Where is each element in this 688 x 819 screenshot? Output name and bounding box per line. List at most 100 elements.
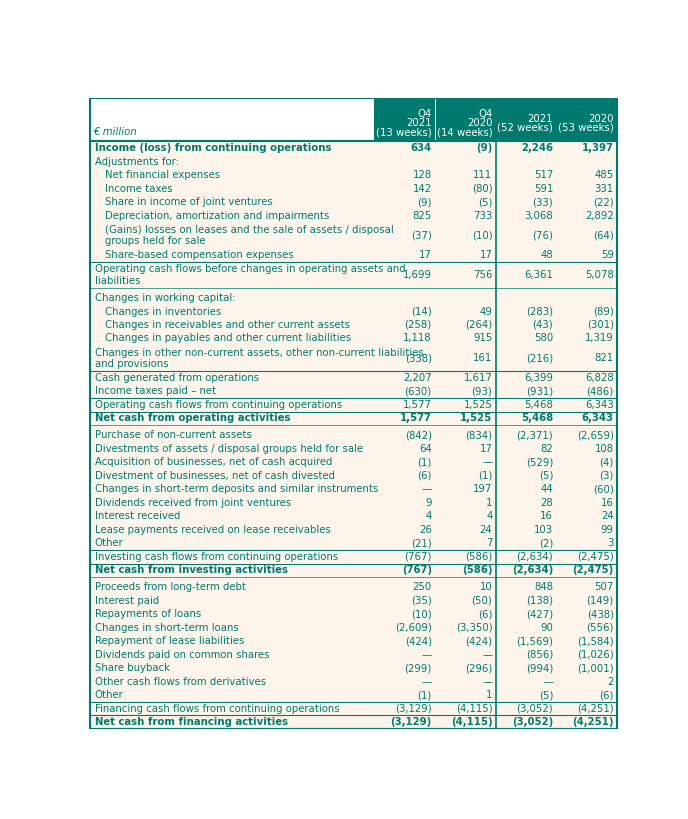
Text: (4,251): (4,251) [572, 717, 614, 727]
Text: and provisions: and provisions [94, 359, 168, 369]
Text: (1,026): (1,026) [577, 649, 614, 660]
Text: 90: 90 [540, 622, 553, 633]
Text: Changes in short-term deposits and similar instruments: Changes in short-term deposits and simil… [94, 484, 378, 495]
Text: (13 weeks): (13 weeks) [376, 128, 432, 138]
Text: (767): (767) [405, 552, 432, 562]
Text: (856): (856) [526, 649, 553, 660]
Text: (486): (486) [587, 387, 614, 396]
Text: (14): (14) [411, 306, 432, 316]
Text: Changes in payables and other current liabilities: Changes in payables and other current li… [105, 333, 352, 343]
Text: 2,892: 2,892 [585, 210, 614, 220]
Text: 915: 915 [473, 333, 493, 343]
Text: 5,468: 5,468 [524, 400, 553, 410]
Text: (3,350): (3,350) [455, 622, 493, 633]
Text: Changes in receivables and other current assets: Changes in receivables and other current… [105, 320, 350, 330]
Text: (5): (5) [539, 471, 553, 481]
Text: 64: 64 [419, 444, 432, 454]
Text: 1,699: 1,699 [403, 269, 432, 280]
Text: 82: 82 [540, 444, 553, 454]
Text: (834): (834) [465, 431, 493, 441]
Text: 2021: 2021 [528, 114, 553, 124]
Text: (10): (10) [411, 609, 432, 619]
Text: 17: 17 [480, 250, 493, 260]
Text: 2,246: 2,246 [521, 143, 553, 153]
Text: (586): (586) [462, 565, 493, 575]
Text: —: — [422, 649, 432, 660]
Text: (1,569): (1,569) [516, 636, 553, 646]
Text: Net cash from investing activities: Net cash from investing activities [94, 565, 288, 575]
Text: 1,577: 1,577 [400, 414, 432, 423]
Text: (630): (630) [405, 387, 432, 396]
Text: 197: 197 [473, 484, 493, 495]
Text: Divestment of businesses, net of cash divested: Divestment of businesses, net of cash di… [94, 471, 334, 481]
Text: (216): (216) [526, 353, 553, 363]
Text: (438): (438) [587, 609, 614, 619]
Text: 3,068: 3,068 [524, 210, 553, 220]
Text: 821: 821 [594, 353, 614, 363]
Text: 756: 756 [473, 269, 493, 280]
Text: (33): (33) [533, 197, 553, 207]
Text: 1,319: 1,319 [585, 333, 614, 343]
Text: 5,468: 5,468 [521, 414, 553, 423]
Text: (767): (767) [402, 565, 432, 575]
Text: Net cash from financing activities: Net cash from financing activities [94, 717, 288, 727]
Text: (3,129): (3,129) [391, 717, 432, 727]
Text: (89): (89) [593, 306, 614, 316]
Text: Share-based compensation expenses: Share-based compensation expenses [105, 250, 294, 260]
Text: 1,617: 1,617 [464, 373, 493, 383]
Text: Lease payments received on lease receivables: Lease payments received on lease receiva… [94, 525, 330, 535]
Text: 7: 7 [486, 538, 493, 548]
Text: —: — [543, 676, 553, 686]
Text: Share buyback: Share buyback [94, 663, 169, 673]
Text: 9: 9 [425, 498, 432, 508]
Text: Financing cash flows from continuing operations: Financing cash flows from continuing ope… [94, 704, 339, 713]
Text: Income taxes paid – net: Income taxes paid – net [94, 387, 215, 396]
Text: 24: 24 [480, 525, 493, 535]
Text: Changes in other non-current assets, other non-current liabilities: Changes in other non-current assets, oth… [94, 347, 423, 358]
Text: (3,052): (3,052) [517, 704, 553, 713]
Text: 103: 103 [534, 525, 553, 535]
Text: (296): (296) [465, 663, 493, 673]
Text: 111: 111 [473, 170, 493, 180]
Text: (529): (529) [526, 457, 553, 468]
Text: 28: 28 [540, 498, 553, 508]
Text: (149): (149) [587, 595, 614, 606]
Bar [374, 98, 617, 142]
Text: (338): (338) [405, 353, 432, 363]
Text: 3: 3 [608, 538, 614, 548]
Text: (301): (301) [587, 320, 614, 330]
Text: 1,118: 1,118 [403, 333, 432, 343]
Text: (76): (76) [532, 230, 553, 240]
Text: 848: 848 [534, 582, 553, 592]
Text: —: — [482, 676, 493, 686]
Text: Repayment of lease liabilities: Repayment of lease liabilities [94, 636, 244, 646]
Text: 99: 99 [601, 525, 614, 535]
Text: Proceeds from long-term debt: Proceeds from long-term debt [94, 582, 246, 592]
Text: 517: 517 [534, 170, 553, 180]
Text: 591: 591 [534, 183, 553, 193]
Text: (4,251): (4,251) [577, 704, 614, 713]
Text: Purchase of non-current assets: Purchase of non-current assets [94, 431, 251, 441]
Text: (9): (9) [476, 143, 493, 153]
Text: Net cash from operating activities: Net cash from operating activities [94, 414, 290, 423]
Text: Dividends paid on common shares: Dividends paid on common shares [94, 649, 269, 660]
Text: (43): (43) [533, 320, 553, 330]
Text: 142: 142 [413, 183, 432, 193]
Text: (3): (3) [599, 471, 614, 481]
Text: 580: 580 [534, 333, 553, 343]
Text: (21): (21) [411, 538, 432, 548]
Text: (842): (842) [405, 431, 432, 441]
Text: (931): (931) [526, 387, 553, 396]
Text: (35): (35) [411, 595, 432, 606]
Text: 331: 331 [594, 183, 614, 193]
Text: Changes in working capital:: Changes in working capital: [94, 293, 235, 303]
Text: liabilities: liabilities [94, 275, 140, 286]
Text: (1): (1) [418, 457, 432, 468]
Text: 128: 128 [413, 170, 432, 180]
Text: —: — [422, 676, 432, 686]
Text: 250: 250 [413, 582, 432, 592]
Text: (4): (4) [599, 457, 614, 468]
Text: 17: 17 [480, 444, 493, 454]
Text: (258): (258) [405, 320, 432, 330]
Text: (3,129): (3,129) [395, 704, 432, 713]
